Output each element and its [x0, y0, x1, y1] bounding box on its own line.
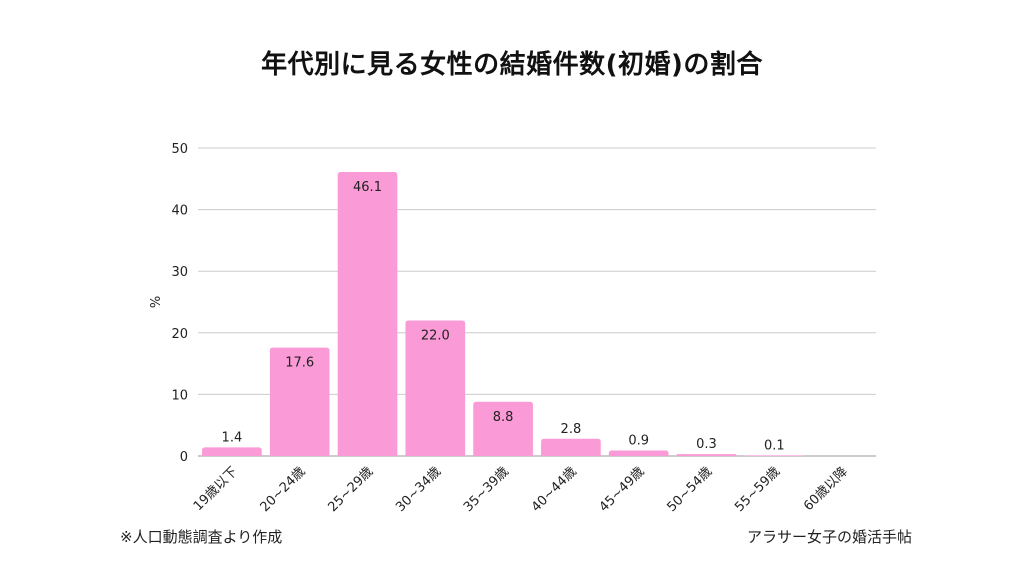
data-label: 0.1 [764, 438, 785, 453]
data-label: 22.0 [421, 328, 450, 343]
y-tick-label: 10 [171, 388, 188, 403]
y-tick-label: 0 [180, 450, 188, 465]
data-label: 0.3 [696, 437, 717, 452]
data-label: 46.1 [353, 180, 382, 195]
data-label: 8.8 [493, 410, 514, 425]
source-note: ※人口動態調査より作成 [120, 528, 283, 546]
x-tick-label: 25~29歳 [325, 464, 376, 515]
bar-6 [541, 438, 601, 456]
data-label: 1.4 [222, 430, 243, 445]
bar-8 [676, 454, 737, 456]
data-label: 2.8 [561, 422, 582, 437]
x-tick-labels: 19歳以下 20~24歳 25~29歳 30~34歳 35~39歳 40~44歳 45~49… [191, 464, 851, 515]
bar-9 [744, 455, 805, 456]
data-label: 17.6 [285, 356, 314, 371]
x-tick-label: 35~39歳 [461, 464, 512, 515]
y-tick-label: 50 [171, 142, 188, 157]
y-tick-label: 30 [171, 265, 188, 280]
y-tick-label: 20 [171, 327, 188, 342]
x-tick-label: 30~34歳 [393, 464, 444, 515]
x-tick-label: 60歳以降 [801, 464, 851, 514]
x-tick-label: 50~54歳 [664, 464, 715, 515]
bar-7 [608, 450, 669, 456]
x-tick-label: 40~44歳 [529, 464, 580, 515]
x-tick-label: 20~24歳 [258, 464, 309, 515]
x-tick-label: 45~49歳 [597, 464, 648, 515]
bar-5 [473, 401, 533, 456]
bar-2 [269, 347, 330, 456]
data-labels: 1.4 17.6 46.1 22.0 8.8 2.8 0.9 0.3 0.1 [222, 180, 785, 453]
y-tick-label: 40 [171, 204, 188, 219]
x-tick-label: 55~59歳 [732, 464, 783, 515]
site-credit: アラサー女子の婚活手帖 [746, 528, 912, 546]
bars [202, 172, 805, 457]
y-tick-labels: 0 10 20 30 40 50 [171, 142, 188, 465]
bar-1 [202, 447, 262, 456]
chart-title: 年代別に見る女性の結婚件数(初婚)の割合 [261, 50, 763, 80]
y-axis-label: % [149, 296, 164, 308]
x-tick-label: 19歳以下 [191, 464, 241, 514]
data-label: 0.9 [628, 433, 649, 448]
bar-4 [405, 320, 466, 456]
bar-3 [337, 172, 398, 457]
